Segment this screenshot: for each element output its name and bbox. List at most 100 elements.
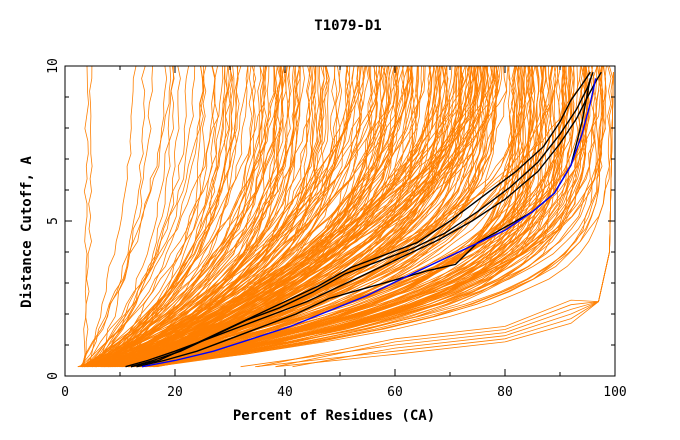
- model-curve: [130, 66, 598, 368]
- model-curve: [134, 66, 574, 368]
- model-curve: [83, 66, 224, 367]
- model-curve: [92, 66, 566, 368]
- model-curve: [135, 66, 473, 368]
- model-curve: [83, 66, 93, 367]
- model-curve: [91, 66, 292, 368]
- model-curve: [138, 66, 612, 368]
- highlight-curve: [130, 71, 591, 368]
- model-curve: [96, 66, 580, 368]
- model-curve: [80, 66, 232, 367]
- y-tick-label: 10: [46, 58, 61, 74]
- model-curve: [79, 66, 168, 367]
- model-curve: [81, 66, 146, 367]
- model-curve: [125, 66, 284, 368]
- model-curve: [101, 66, 174, 367]
- model-curve: [94, 66, 465, 368]
- model-curve: [108, 66, 575, 368]
- x-tick-label: 100: [603, 385, 626, 400]
- x-tick-label: 40: [277, 385, 293, 400]
- model-curve: [103, 66, 219, 368]
- model-curve: [85, 66, 240, 368]
- model-curve: [86, 66, 470, 368]
- model-curve: [128, 66, 570, 368]
- model-curve: [257, 72, 614, 368]
- model-curve: [124, 66, 351, 368]
- model-curve: [129, 66, 501, 368]
- model-curve: [92, 66, 364, 368]
- model-curve: [80, 66, 283, 368]
- model-curve: [131, 66, 361, 367]
- model-curve: [129, 66, 524, 368]
- model-curve: [110, 66, 270, 368]
- x-axis-label: Percent of Residues (CA): [233, 408, 435, 424]
- model-curve: [84, 66, 305, 368]
- highlight-curves: [125, 71, 602, 368]
- model-curve: [124, 66, 484, 368]
- model-curve: [100, 66, 598, 368]
- model-curve: [103, 66, 204, 367]
- model-curve: [84, 66, 364, 368]
- model-curve: [148, 66, 445, 368]
- x-tick-label: 60: [387, 385, 403, 400]
- model-curve: [78, 66, 495, 368]
- x-axis: 0 20 40 60 80 100: [61, 66, 627, 400]
- model-curve: [86, 66, 229, 367]
- model-curve: [88, 66, 204, 367]
- model-curve: [87, 66, 262, 368]
- model-curve: [138, 66, 543, 368]
- model-curve: [80, 66, 278, 368]
- model-curve: [129, 66, 479, 368]
- chart-title: T1079-D1: [314, 18, 381, 34]
- model-curve: [106, 66, 257, 368]
- y-axis: 0 5 10: [46, 58, 615, 380]
- model-curve: [82, 66, 89, 367]
- model-curve: [84, 66, 535, 368]
- model-curve: [92, 66, 301, 368]
- model-curve: [126, 66, 301, 368]
- model-curve: [112, 66, 279, 368]
- model-curve: [142, 66, 547, 368]
- model-curve: [118, 66, 458, 368]
- model-curve: [95, 66, 189, 367]
- model-curve: [78, 66, 265, 368]
- model-curve: [148, 66, 565, 368]
- reference-curve: [141, 78, 597, 368]
- model-curve: [99, 66, 175, 367]
- model-curve: [95, 66, 153, 367]
- model-curve: [117, 66, 602, 368]
- model-curve: [82, 66, 419, 368]
- y-tick-label: 5: [46, 217, 61, 225]
- model-curve: [110, 66, 205, 367]
- model-curve: [81, 66, 172, 367]
- model-curve: [136, 66, 590, 368]
- model-curve: [128, 66, 322, 368]
- model-curve: [80, 66, 485, 368]
- y-tick-label: 0: [46, 372, 61, 380]
- model-curve: [85, 66, 479, 368]
- model-curve: [105, 66, 348, 368]
- model-curve: [96, 66, 317, 368]
- model-curve: [80, 66, 279, 368]
- model-curve: [104, 66, 242, 368]
- model-curve: [129, 66, 495, 368]
- model-curve: [88, 66, 137, 367]
- x-tick-label: 80: [497, 385, 513, 400]
- model-curve: [138, 66, 596, 368]
- model-curve: [83, 66, 249, 368]
- x-tick-label: 0: [61, 385, 69, 400]
- model-curve: [101, 66, 367, 368]
- model-curve: [84, 66, 557, 368]
- model-curve: [109, 66, 469, 368]
- model-curve: [121, 66, 443, 368]
- model-curve: [98, 66, 234, 368]
- model-curve: [105, 66, 226, 367]
- model-curve: [92, 66, 181, 367]
- model-curve: [106, 66, 268, 368]
- model-curve: [131, 66, 552, 368]
- model-curve: [89, 66, 464, 368]
- model-curve: [95, 66, 264, 368]
- model-curve: [139, 66, 379, 368]
- x-tick-label: 20: [167, 385, 183, 400]
- model-curve: [121, 66, 540, 368]
